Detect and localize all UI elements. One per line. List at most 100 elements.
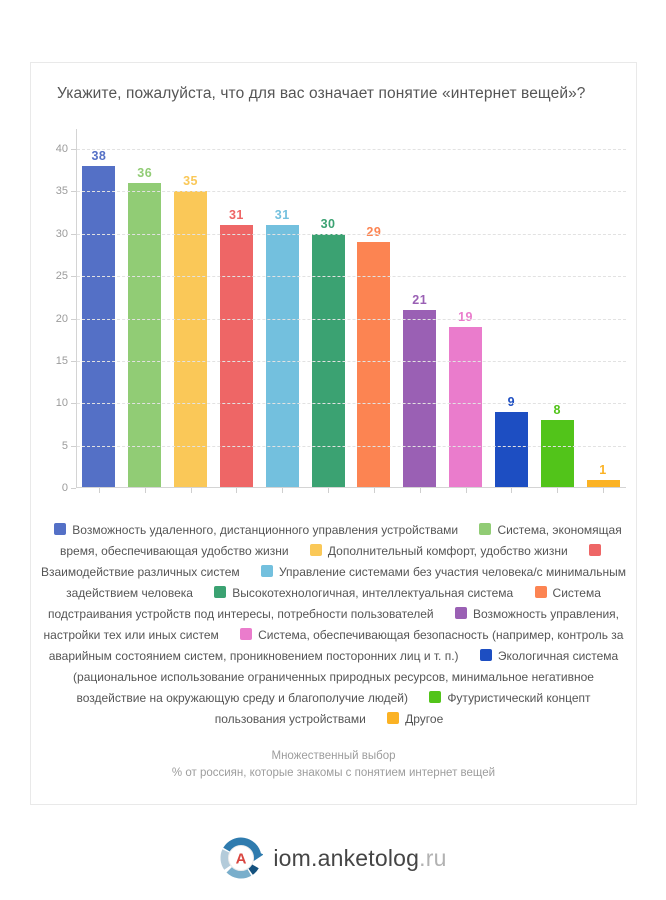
anketolog-logo[interactable]: A iom.anketolog.ru bbox=[0, 836, 666, 880]
bar-4[interactable] bbox=[219, 225, 253, 488]
x-axis-tick-6 bbox=[328, 488, 330, 493]
legend-item-4[interactable]: Взаимодействие различных систем bbox=[41, 544, 607, 579]
legend-label-8: Возможность управления, настройки тех ил… bbox=[43, 607, 619, 642]
legend-item-10[interactable]: Экологичная система (рациональное исполь… bbox=[73, 649, 618, 705]
legend-color-swatch-2 bbox=[479, 523, 492, 535]
chart-title: Укажите, пожалуйста, что для вас означае… bbox=[57, 85, 586, 102]
x-axis-line bbox=[76, 487, 626, 488]
legend-item-1[interactable]: Возможность удаленного, дистанционного у… bbox=[54, 523, 458, 537]
legend-label-1: Возможность удаленного, дистанционного у… bbox=[72, 523, 459, 537]
legend-item-9[interactable]: Система, обеспечивающая безопасность (на… bbox=[48, 628, 624, 663]
bar-value-label-2: 36 bbox=[137, 166, 153, 180]
legend-color-swatch-5 bbox=[260, 565, 273, 577]
legend-label-6: Высокотехнологичная, интеллектуальная си… bbox=[232, 586, 514, 600]
bar-3[interactable] bbox=[174, 191, 208, 488]
y-axis-tick-20 bbox=[71, 318, 76, 320]
gridline-25 bbox=[77, 276, 626, 278]
bar-value-label-12: 1 bbox=[599, 463, 607, 477]
legend-color-swatch-6 bbox=[214, 586, 227, 598]
y-axis-label-20: 20 bbox=[55, 312, 68, 325]
legend-label-9: Система, обеспечивающая безопасность (на… bbox=[48, 628, 624, 663]
legend-color-swatch-12 bbox=[387, 712, 400, 724]
bar-value-label-8: 21 bbox=[412, 293, 428, 307]
legend-label-3: Дополнительный комфорт, удобство жизни bbox=[327, 544, 568, 558]
bar-5[interactable] bbox=[265, 225, 299, 488]
x-axis-tick-8 bbox=[419, 488, 421, 493]
logo-text: iom.anketolog.ru bbox=[273, 845, 446, 872]
bar-slot-1: 38 bbox=[76, 129, 122, 488]
y-axis-tick-25 bbox=[71, 276, 76, 278]
bar-2[interactable] bbox=[128, 183, 162, 488]
y-axis-label-25: 25 bbox=[55, 270, 68, 283]
legend-label-4: Взаимодействие различных систем bbox=[41, 565, 240, 579]
legend-item-5[interactable]: Управление системами без участия человек… bbox=[66, 565, 626, 600]
chart-legend: Возможность удаленного, дистанционного у… bbox=[41, 520, 626, 730]
y-axis-label-35: 35 bbox=[55, 185, 68, 198]
y-axis-tick-40 bbox=[71, 149, 76, 150]
x-axis-tick-11 bbox=[557, 488, 559, 493]
bars-container: 38 36 35 31 31 30 29 21 19 9 8 1 bbox=[76, 129, 626, 488]
bar-value-label-9: 19 bbox=[458, 310, 473, 324]
x-axis-tick-5 bbox=[282, 488, 284, 493]
y-axis-tick-30 bbox=[71, 233, 76, 235]
bar-slot-6: 30 bbox=[305, 129, 351, 488]
legend-item-6[interactable]: Высокотехнологичная, интеллектуальная си… bbox=[214, 586, 513, 600]
bar-value-label-5: 31 bbox=[274, 208, 290, 222]
y-axis-label-0: 0 bbox=[61, 482, 68, 494]
x-axis-tick-10 bbox=[511, 488, 513, 493]
bar-12[interactable] bbox=[586, 480, 620, 488]
bar-value-label-7: 29 bbox=[366, 225, 382, 239]
bar-slot-10: 9 bbox=[488, 129, 534, 488]
y-axis-label-10: 10 bbox=[55, 397, 68, 410]
bar-10[interactable] bbox=[494, 412, 528, 488]
y-axis-tick-10 bbox=[71, 403, 76, 405]
bar-value-label-6: 30 bbox=[320, 217, 336, 231]
legend-label-12: Другое bbox=[405, 712, 444, 726]
gridline-35 bbox=[77, 191, 626, 193]
survey-chart-card: Укажите, пожалуйста, что для вас означае… bbox=[30, 62, 637, 805]
bar-slot-11: 8 bbox=[534, 129, 580, 488]
legend-label-5: Управление системами без участия человек… bbox=[66, 565, 626, 600]
x-axis-tick-7 bbox=[373, 488, 375, 493]
y-axis-tick-35 bbox=[71, 191, 76, 193]
x-axis-tick-2 bbox=[144, 488, 146, 493]
y-axis-tick-15 bbox=[71, 360, 76, 362]
legend-item-7[interactable]: Система подстраивания устройств под инте… bbox=[48, 586, 601, 621]
bar-11[interactable] bbox=[540, 420, 574, 488]
logo-letter-a: A bbox=[236, 851, 247, 868]
bar-8[interactable] bbox=[403, 310, 437, 488]
footnote-sample-description: % от россиян, которые знакомы с понятием… bbox=[171, 767, 496, 779]
legend-item-8[interactable]: Возможность управления, настройки тех ил… bbox=[44, 607, 619, 642]
bar-value-label-3: 35 bbox=[183, 174, 199, 188]
legend-color-swatch-7 bbox=[534, 586, 547, 598]
bar-slot-3: 35 bbox=[168, 129, 214, 488]
bar-value-label-1: 38 bbox=[91, 149, 107, 163]
bar-slot-5: 31 bbox=[259, 129, 305, 488]
y-axis-tick-5 bbox=[71, 445, 76, 447]
x-axis-tick-12 bbox=[603, 488, 605, 493]
bar-slot-2: 36 bbox=[122, 129, 168, 488]
y-axis-label-40: 40 bbox=[55, 143, 68, 155]
legend-item-12[interactable]: Другое bbox=[387, 712, 443, 726]
legend-item-3[interactable]: Дополнительный комфорт, удобство жизни bbox=[309, 544, 568, 558]
y-axis-label-30: 30 bbox=[55, 227, 68, 240]
legend-color-swatch-8 bbox=[454, 607, 467, 619]
bar-slot-12: 1 bbox=[580, 129, 626, 488]
legend-color-swatch-3 bbox=[309, 544, 322, 556]
gridline-5 bbox=[77, 445, 626, 447]
legend-color-swatch-4 bbox=[589, 544, 602, 556]
y-axis-label-5: 5 bbox=[61, 439, 68, 452]
gridline-15 bbox=[77, 360, 626, 362]
bar-slot-7: 29 bbox=[351, 129, 397, 488]
legend-item-11[interactable]: Футуристический концепт пользования устр… bbox=[215, 691, 591, 726]
bar-slot-9: 19 bbox=[443, 129, 489, 488]
gridline-10 bbox=[77, 403, 626, 405]
legend-item-2[interactable]: Система, экономящая время, обеспечивающа… bbox=[60, 523, 622, 558]
y-axis-label-15: 15 bbox=[55, 354, 68, 367]
bar-value-label-4: 31 bbox=[228, 208, 244, 222]
bar-value-label-10: 9 bbox=[507, 395, 516, 409]
bar-7[interactable] bbox=[357, 242, 391, 488]
bar-9[interactable] bbox=[449, 327, 483, 488]
bar-slot-8: 21 bbox=[397, 129, 443, 488]
bar-1[interactable] bbox=[82, 166, 116, 488]
